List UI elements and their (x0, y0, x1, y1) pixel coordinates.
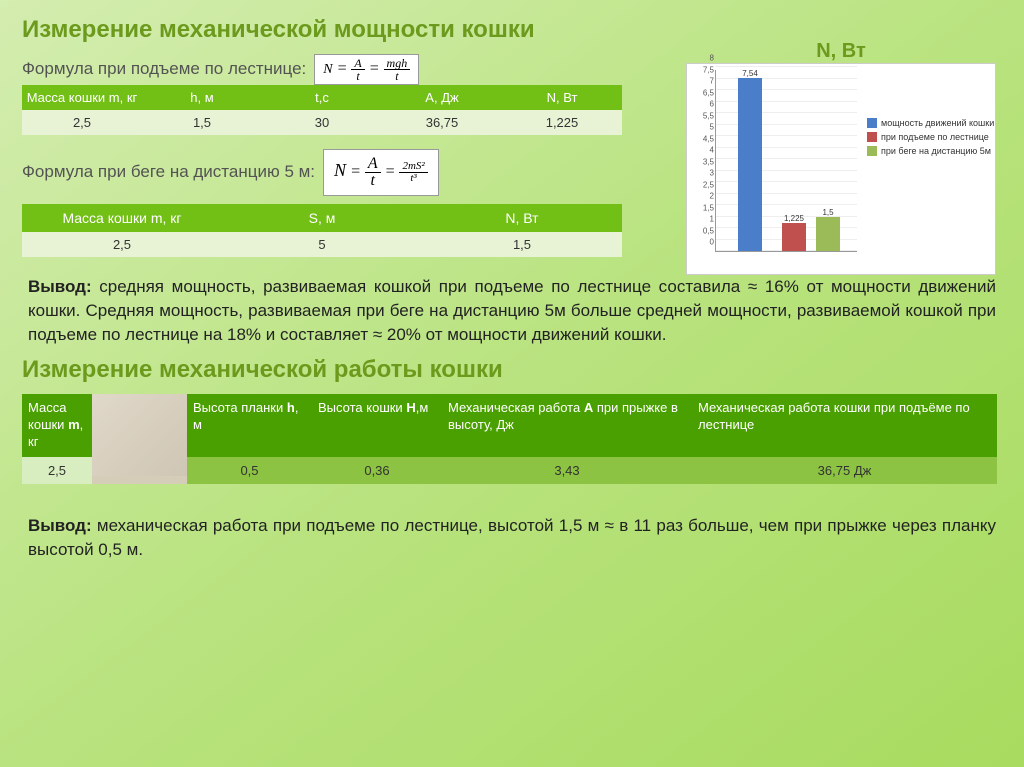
chart-legend: мощность движений кошкипри подъеме по ле… (867, 114, 994, 160)
conclusion-label: Вывод: (28, 277, 92, 296)
table-row: Масса кошки m, кгВысота планки h, мВысот… (22, 394, 997, 457)
conclusion-1: Вывод: средняя мощность, развиваемая кош… (28, 275, 996, 346)
table-row: Масса кошки m, кг h, м t,c А, Дж N, Вт (22, 85, 622, 110)
cat-photo-placeholder (92, 394, 187, 476)
chart-bar: 7,54 (738, 78, 762, 251)
table-row: 2,5 1,5 30 36,75 1,225 (22, 110, 622, 135)
table-row: Масса кошки m, кг S, м N, Вт (22, 204, 622, 232)
table-work: Масса кошки m, кгВысота планки h, мВысот… (22, 394, 997, 484)
chart-bar: 1,5 (816, 217, 840, 252)
sub-formula-1: Формула при подъеме по лестнице: (22, 59, 306, 79)
table-stairs: Масса кошки m, кг h, м t,c А, Дж N, Вт 2… (22, 85, 622, 135)
conclusion-label: Вывод: (28, 516, 92, 535)
sub-formula-2: Формула при беге на дистанцию 5 м: (22, 162, 315, 182)
chart-title: N, Вт (686, 40, 996, 63)
bar-chart: 00,511,522,533,544,555,566,577,587,541,2… (686, 63, 996, 275)
formula-1: N = At = mght (314, 54, 419, 85)
chart-container: N, Вт 00,511,522,533,544,555,566,577,587… (686, 40, 996, 275)
conclusion-2: Вывод: механическая работа при подъеме п… (28, 514, 996, 562)
heading-work: Измерение механической работы кошки (22, 356, 1002, 384)
chart-bar: 1,225 (782, 223, 806, 251)
table-run: Масса кошки m, кг S, м N, Вт 2,5 5 1,5 (22, 204, 622, 257)
table-row: 2,5 5 1,5 (22, 232, 622, 257)
formula-2: N = At = 2mS²t³ (323, 149, 439, 196)
